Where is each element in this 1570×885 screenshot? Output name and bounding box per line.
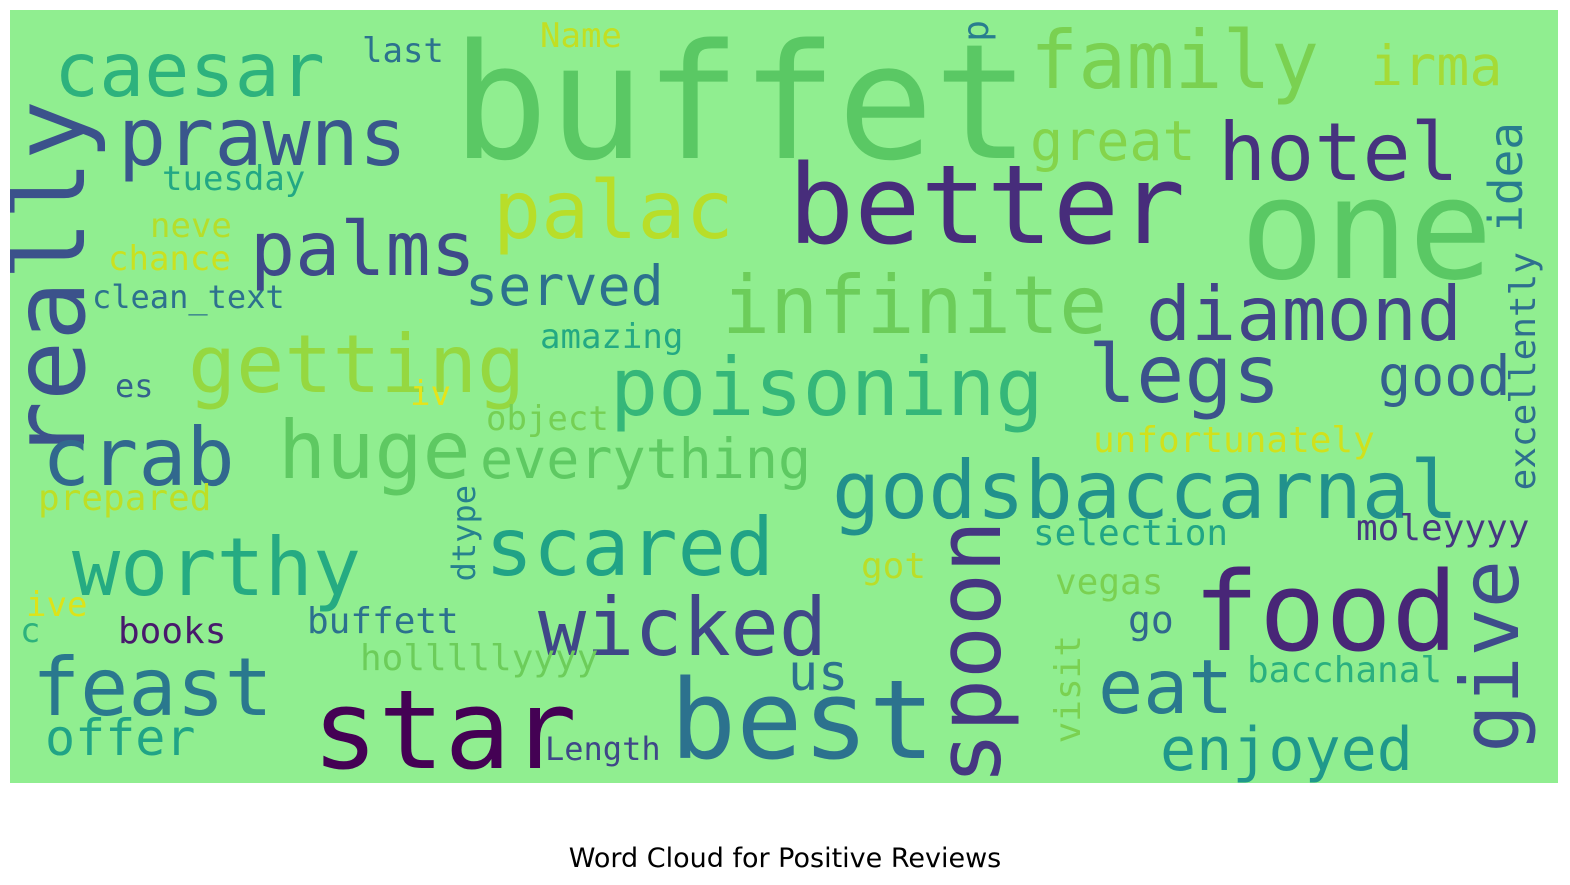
word-selection: selection [1033,513,1228,554]
word-last: last [362,31,444,71]
word-offer: offer [45,709,196,767]
word-crab: crab [42,411,235,504]
word-feast: feast [32,641,273,734]
word-c: c [20,611,40,651]
word-clean-text: clean_text [92,278,285,316]
word-name: Name [540,16,622,56]
word-poisoning: poisoning [610,341,1043,434]
word-bacchanal: bacchanal [1247,650,1442,691]
word-hotel: hotel [1218,106,1459,199]
word-best: best [670,656,935,783]
word-moleyyyy: moleyyyy [1356,508,1529,549]
word-dtype: dtype [445,485,483,581]
word-object: object [486,399,609,439]
word-books: books [118,611,226,652]
word-prawns: prawns [118,91,407,184]
word-getting: getting [188,318,525,411]
word-eat: eat [1098,643,1233,731]
word-really: really [10,100,108,461]
word-vegas: vegas [1055,562,1163,603]
word-iv: iv [410,374,451,414]
word-us: us [788,644,848,702]
word-spoon: spoon [918,520,1021,783]
word-star: star [312,666,577,783]
word-length: Length [545,730,661,768]
word-cloud-background [10,10,1558,783]
word-wicked: wicked [538,581,827,674]
word-infinite: infinite [722,259,1107,352]
word-caesar: caesar [54,26,325,114]
word-holllllyyyy: holllllyyyy [360,638,598,679]
word-everything: everything [480,427,811,491]
word-give: give [1444,560,1537,753]
word-enjoyed: enjoyed [1160,715,1413,783]
word-irma: irma [1370,34,1502,98]
word-buffet: buffet [452,10,1030,196]
word-es: es [115,367,154,405]
chart-title: Word Cloud for Positive Reviews [568,843,1002,874]
word-chance: chance [108,239,231,279]
word-ive: ive [26,585,87,625]
word-worthy: worthy [72,521,361,614]
word-legs: legs [1088,328,1281,421]
word-excellently: excellently [1503,252,1544,490]
word-amazing: amazing [540,317,683,357]
word-neve: neve [150,206,232,246]
word-tuesday: tuesday [162,159,305,199]
word-diamond: diamond [1146,270,1462,358]
word-visit: visit [1048,635,1089,743]
word-family: family [1030,14,1319,107]
word-food: food [1193,548,1458,676]
word-p: p [956,20,997,42]
word-go: go [1128,598,1174,642]
word-got: got [861,546,926,587]
word-palac: palac [493,164,734,257]
word-prepared: prepared [38,478,211,519]
word-unfortunately: unfortunately [1093,420,1375,461]
word-better: better [788,141,1185,269]
word-served: served [465,254,664,318]
word-idea: idea [1479,122,1533,233]
word-great: great [1030,109,1196,173]
word-palms: palms [250,205,476,293]
word-huge: huge [278,404,471,497]
word-buffett: buffett [307,601,459,642]
word-good: good [1378,344,1510,408]
word-one: one [1240,149,1493,312]
word-godsbaccarnal: godsbaccarnal [832,444,1458,537]
word-scared: scared [485,501,774,594]
